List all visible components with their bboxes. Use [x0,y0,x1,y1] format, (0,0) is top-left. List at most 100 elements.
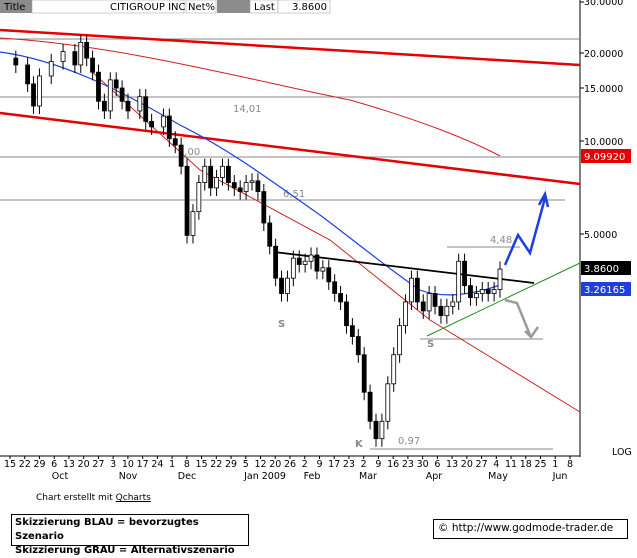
x-day-tick: 22 [210,459,222,470]
x-day-tick: 27 [476,459,488,470]
candle-body [96,71,101,102]
price-badge-red-label: 9.09920 [584,152,625,163]
x-month-label: Apr [426,471,443,482]
candle-body [196,182,202,213]
candle-body [184,165,190,236]
candle-body [190,211,196,236]
candle-body [349,325,355,337]
candle-body [37,75,42,107]
candle-body [426,293,432,312]
x-axis: 15 22 29 6 13 20 27 3 10 17 24 1 8 15 22 29 5 12 20 26 2 9 17 2… [4,456,573,482]
trend-line-lower [0,111,581,186]
candle-body [149,120,155,128]
scenario-legend: Skizzierung BLAU = bevorzugtes Szenario … [11,514,249,556]
x-day-tick: 17 [137,459,149,470]
candle-body [25,64,31,85]
candle-body [72,51,78,66]
candle-body [243,182,249,192]
x-day-tick: 13 [446,459,458,470]
x-day-tick: 20 [269,459,281,470]
candle-body [367,391,373,422]
x-month-label: Feb [304,471,321,482]
y-tick-label: 15.0000 [584,84,623,95]
candle-body [237,187,243,192]
y-tick-label: 10.0000 [584,137,623,148]
moving-average-long [0,37,501,157]
candle-body [420,301,426,312]
x-day-tick: 29 [33,459,45,470]
candle-body [137,96,143,112]
x-month-label: Oct [52,471,69,482]
x-day-tick: 9 [316,459,322,470]
candle-body [202,165,208,183]
x-day-tick: 1 [169,459,175,470]
candle-body [385,383,391,422]
x-day-tick: 13 [63,459,75,470]
x-day-tick: 29 [225,459,237,470]
candle-body [48,61,54,77]
copyright-notice[interactable]: © http://www.godmode-trader.de [433,519,628,539]
x-day-tick: 15 [4,459,16,470]
x-day-tick: 30 [417,459,429,470]
x-day-tick: 23 [402,459,414,470]
header-mode-value: Net% [188,2,215,13]
candle-body [208,165,214,189]
candle-body [409,277,414,303]
candle-body [379,420,385,440]
candle-body [403,301,408,327]
candle-body [332,281,338,294]
legend-blue-scenario: Skizzierung BLAU = bevorzugtes Szenario [15,517,199,542]
candle-body [166,115,172,140]
candle-body [414,277,420,303]
candle-body [450,301,456,307]
candle-body [320,267,326,272]
green-trend-line [426,262,581,337]
candle-body [468,285,473,299]
candle-body [438,305,444,317]
candle-body [355,336,361,356]
x-day-tick: 25 [534,459,546,470]
candle-body [444,305,450,317]
candle-body [361,354,367,393]
y-axis: 30.0000 20.0000 15.0000 10.0000 5.0000 L… [580,0,632,458]
candle-body [261,191,267,224]
x-day-tick: 6 [434,459,440,470]
x-day-tick: 15 [196,459,208,470]
candle-body [491,289,497,294]
level-annotation: 6,51 [283,189,305,200]
header-title-value: CITIGROUP INC [110,2,186,13]
price-candles [13,34,503,447]
candle-body [90,57,95,73]
x-day-tick: 6 [51,459,57,470]
candle-body [143,96,149,122]
x-month-label: Nov [119,471,138,482]
chart-credit: Chart erstellt mit Qcharts [36,493,151,503]
x-day-tick: 20 [461,459,473,470]
candle-body [101,100,107,112]
candle-body [84,42,90,59]
level-annotation: 0,97 [398,436,420,447]
red-trend-line-thin [89,69,581,413]
level-annotation: 4,48 [490,235,512,246]
candle-body [214,177,219,189]
credit-prefix: Chart erstellt mit [36,493,113,503]
gray-scenario-arrow [504,298,540,339]
x-day-tick: 1 [552,459,558,470]
x-day-tick: 2 [302,459,308,470]
candle-body [308,254,314,262]
x-day-tick: 27 [92,459,104,470]
candle-body [172,138,178,146]
blue-scenario-arrow [503,190,550,266]
candle-body [432,293,438,307]
moving-average-blue [0,51,501,296]
price-badge-blue [581,282,631,296]
red-trend-channel [0,28,581,186]
candle-body [119,87,125,102]
x-day-tick: 12 [254,459,266,470]
x-day-tick: 20 [78,459,90,470]
x-day-tick: 2 [361,459,367,470]
candle-body [302,260,308,265]
qcharts-link[interactable]: Qcharts [115,493,151,503]
y-scale-label: LOG [612,447,632,458]
